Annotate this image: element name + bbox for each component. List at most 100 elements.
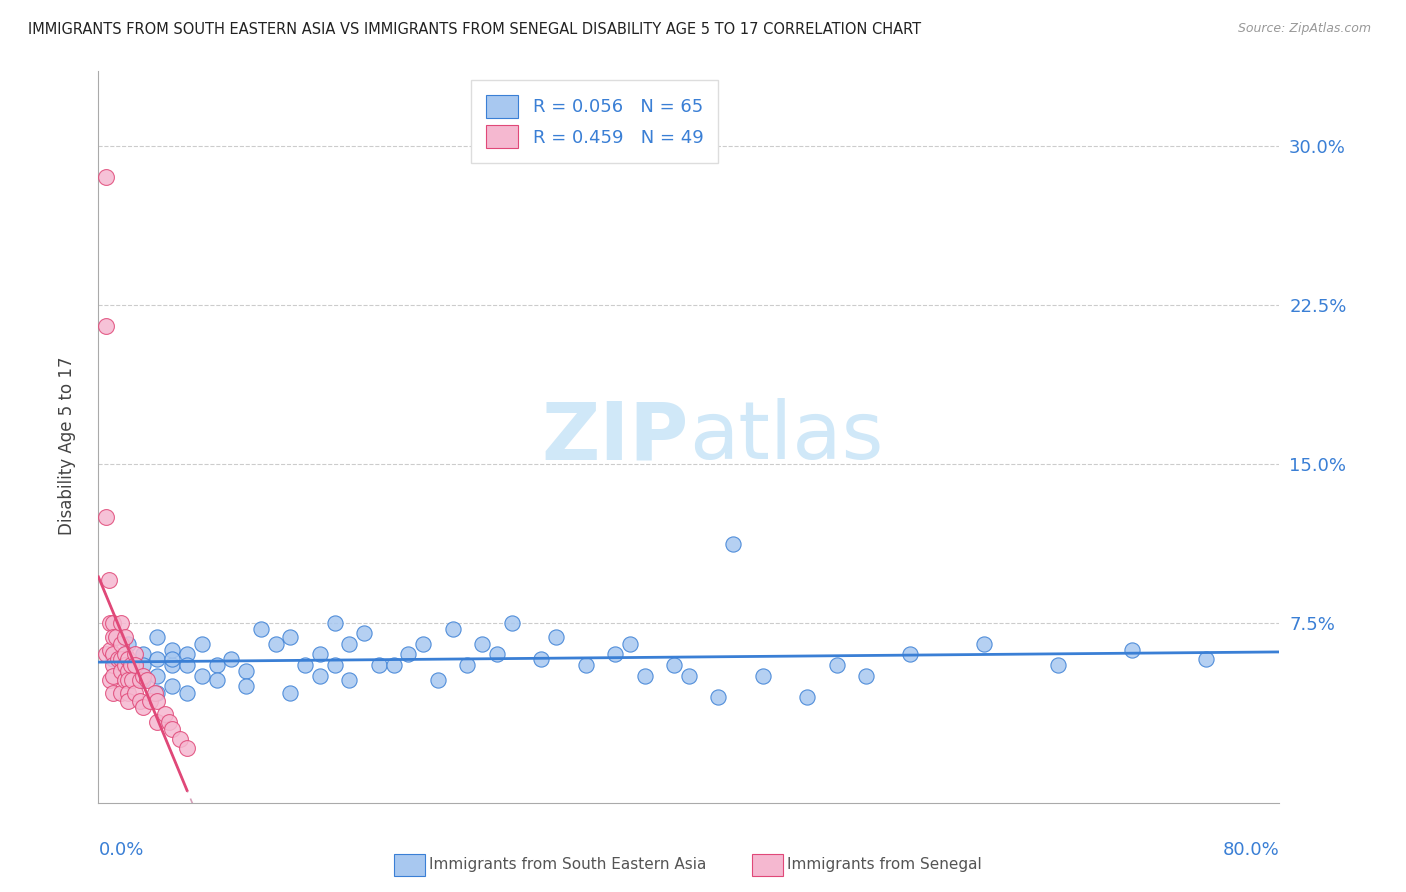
Point	[221, 651, 243, 665]
Point	[605, 648, 627, 662]
Point	[98, 615, 121, 630]
Point	[117, 651, 139, 665]
Point	[162, 722, 183, 736]
Text: Immigrants from Senegal: Immigrants from Senegal	[787, 857, 983, 871]
Point	[124, 648, 146, 662]
Point	[114, 658, 136, 673]
Point	[117, 665, 139, 679]
Point	[323, 658, 346, 673]
Point	[678, 668, 700, 682]
Point	[94, 648, 117, 662]
Point	[441, 622, 464, 636]
Point	[723, 537, 745, 551]
Point	[280, 685, 302, 699]
Point	[146, 651, 169, 665]
Point	[412, 637, 434, 651]
Point	[143, 685, 166, 699]
Point	[235, 665, 257, 679]
Point	[98, 673, 121, 687]
Point	[124, 658, 146, 673]
Point	[103, 668, 125, 682]
Point	[664, 658, 686, 673]
Point	[98, 643, 121, 657]
Point	[855, 668, 877, 682]
Point	[176, 685, 198, 699]
Point	[114, 673, 136, 687]
Point	[117, 665, 139, 679]
Point	[110, 665, 132, 679]
Point	[796, 690, 818, 704]
Text: ZIP: ZIP	[541, 398, 689, 476]
Point	[128, 673, 150, 687]
Point	[280, 631, 302, 645]
Point	[546, 631, 568, 645]
Point	[136, 673, 159, 687]
Point	[530, 651, 553, 665]
Point	[205, 673, 228, 687]
Point	[103, 685, 125, 699]
Point	[146, 668, 169, 682]
Point	[398, 648, 420, 662]
Text: Source: ZipAtlas.com: Source: ZipAtlas.com	[1237, 22, 1371, 36]
Point	[339, 637, 361, 651]
Point	[146, 685, 169, 699]
Point	[105, 631, 128, 645]
Point	[117, 673, 139, 687]
Point	[250, 622, 273, 636]
Point	[471, 637, 494, 651]
Point	[132, 668, 155, 682]
Point	[146, 715, 169, 730]
Point	[323, 615, 346, 630]
Point	[103, 658, 125, 673]
Point	[117, 694, 139, 708]
Point	[264, 637, 287, 651]
Point	[825, 658, 848, 673]
Point	[707, 690, 730, 704]
Point	[103, 631, 125, 645]
Point	[309, 668, 332, 682]
Point	[169, 732, 191, 747]
Point	[619, 637, 641, 651]
Point	[107, 651, 129, 665]
Point	[124, 685, 146, 699]
Point	[146, 694, 169, 708]
Point	[205, 658, 228, 673]
Point	[132, 648, 155, 662]
Point	[114, 631, 136, 645]
Point	[294, 658, 316, 673]
Point	[117, 637, 139, 651]
Point	[162, 643, 183, 657]
Point	[353, 626, 375, 640]
Text: Disability Age 5 to 17: Disability Age 5 to 17	[59, 357, 76, 535]
Point	[132, 673, 155, 687]
Text: 0.0%: 0.0%	[98, 841, 143, 859]
Point	[176, 658, 198, 673]
Point	[110, 637, 132, 651]
Point	[97, 573, 120, 587]
Point	[162, 658, 183, 673]
Point	[752, 668, 775, 682]
Point	[103, 615, 125, 630]
Point	[110, 615, 132, 630]
Point	[634, 668, 657, 682]
Point	[427, 673, 450, 687]
Point	[103, 648, 125, 662]
Text: atlas: atlas	[689, 398, 883, 476]
Point	[191, 637, 214, 651]
Point	[235, 679, 257, 693]
Point	[176, 740, 198, 755]
Point	[139, 694, 162, 708]
Point	[1046, 658, 1070, 673]
Point	[146, 631, 169, 645]
Point	[132, 658, 155, 673]
Point	[94, 170, 117, 185]
Point	[575, 658, 598, 673]
Point	[120, 658, 142, 673]
Legend: R = 0.056   N = 65, R = 0.459   N = 49: R = 0.056 N = 65, R = 0.459 N = 49	[471, 80, 717, 163]
Point	[132, 700, 155, 714]
Point	[486, 648, 509, 662]
Point	[309, 648, 332, 662]
Point	[153, 706, 176, 721]
Point	[501, 615, 523, 630]
Point	[128, 694, 150, 708]
